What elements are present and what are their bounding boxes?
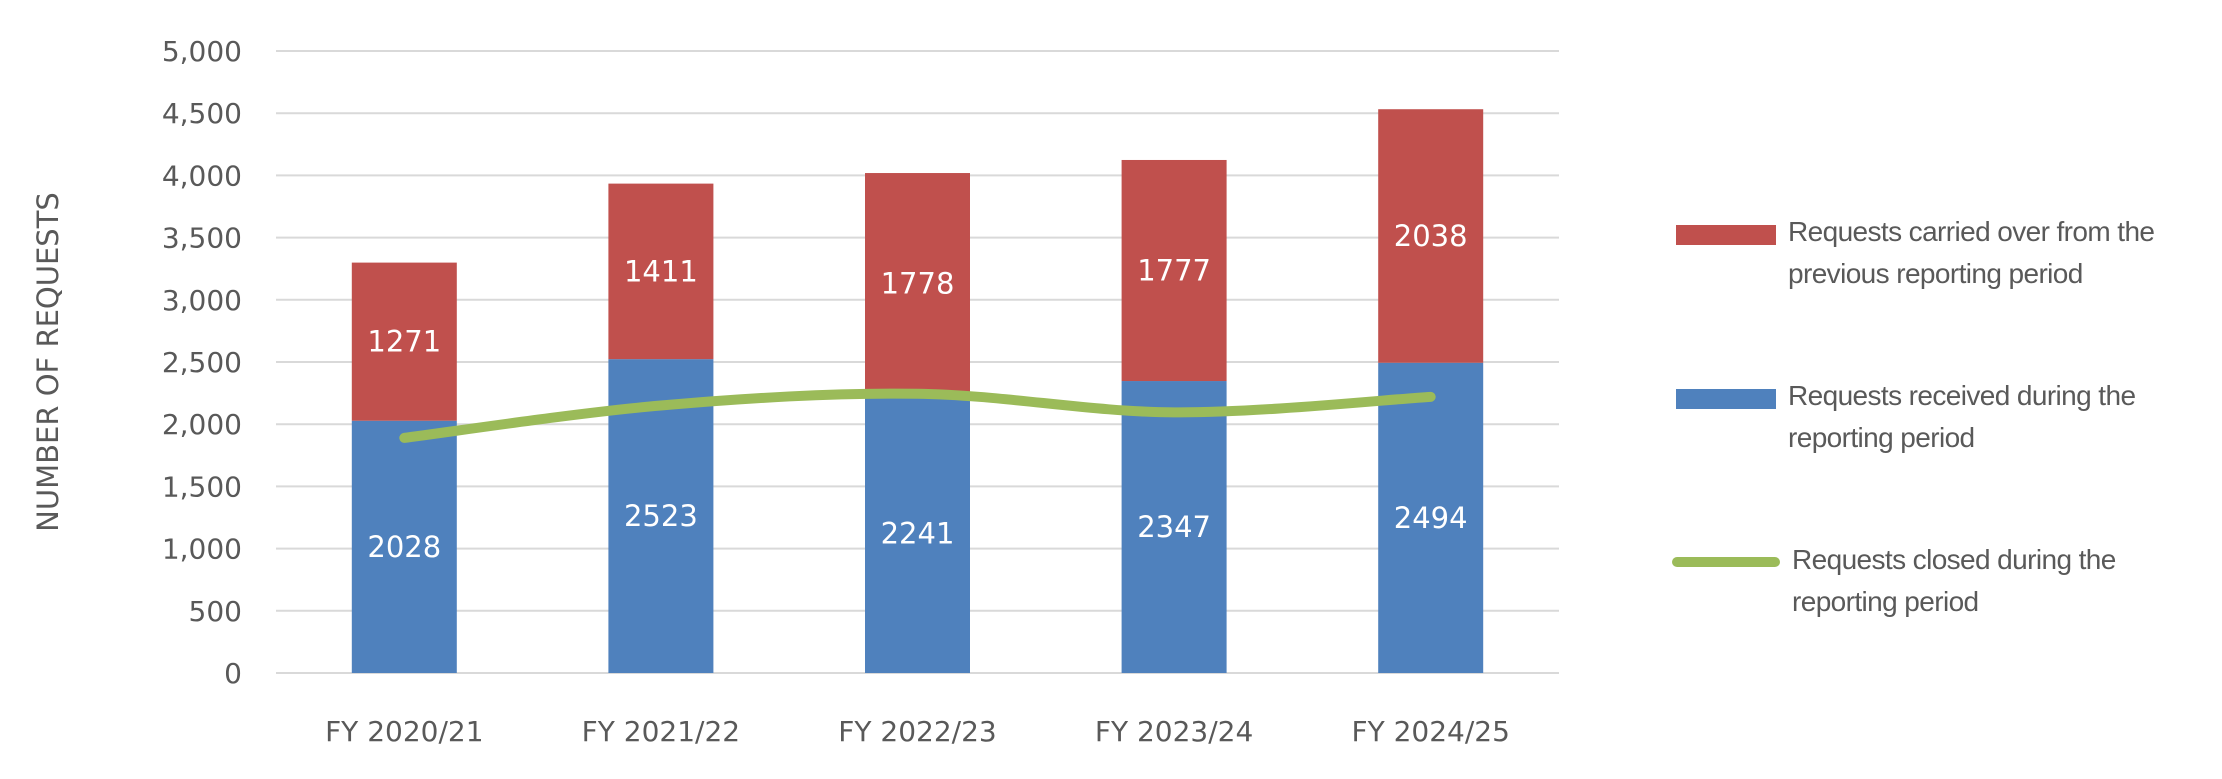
x-tick-label: FY 2023/24 — [1095, 715, 1253, 748]
y-axis-ticks: 0 500 1,000 1,500 2,000 2,500 3,000 3,500 4,000 4… — [162, 35, 242, 690]
y-tick-label: 500 — [189, 595, 242, 628]
legend-item-closed: Requests closed during the reporting per… — [1672, 539, 2212, 623]
bar-carried-over — [351, 262, 457, 421]
legend-label-carried-over: Requests carried over from the previous … — [1788, 216, 2155, 289]
y-tick-label: 5,000 — [162, 35, 242, 68]
bar-carried-over — [1378, 109, 1484, 363]
y-tick-label: 2,000 — [162, 408, 242, 441]
y-tick-label: 3,500 — [162, 222, 242, 255]
bar-received-label: 2523 — [624, 499, 698, 533]
bar-received-label: 2028 — [367, 530, 441, 564]
legend-item-carried-over: Requests carried over from the previous … — [1676, 211, 2208, 295]
y-tick-label: 1,500 — [162, 470, 242, 503]
bar-carried-over-label: 1778 — [881, 267, 955, 301]
y-tick-label: 1,000 — [162, 533, 242, 566]
bar-received-label: 2494 — [1394, 501, 1468, 535]
y-tick-label: 2,500 — [162, 346, 242, 379]
bars: 2028 1271 2523 1411 2241 1778 2347 1777 2494 2038 — [351, 109, 1484, 673]
x-tick-label: FY 2020/21 — [325, 715, 483, 748]
legend-item-received: Requests received during the reporting p… — [1676, 375, 2208, 459]
bar-carried-over-label: 1411 — [624, 254, 698, 288]
legend-label-closed: Requests closed during the reporting per… — [1792, 544, 2116, 617]
bar-carried-over-label: 2038 — [1394, 219, 1468, 253]
y-axis-label: NUMBER OF REQUESTS — [31, 192, 65, 532]
bar-carried-over-label: 1777 — [1137, 254, 1211, 288]
bar-carried-over — [1121, 159, 1227, 382]
legend-swatch-closed — [1672, 557, 1780, 567]
legend-swatch-received — [1676, 389, 1776, 409]
y-tick-label: 4,500 — [162, 97, 242, 130]
bar-received-label: 2347 — [1137, 510, 1211, 544]
y-tick-label: 0 — [224, 657, 242, 690]
bar-carried-over — [865, 173, 970, 395]
bar-received-label: 2241 — [881, 517, 955, 551]
bar-received — [1378, 362, 1484, 673]
x-axis-ticks: FY 2020/21 FY 2021/22 FY 2022/23 FY 2023/24… — [325, 715, 1510, 748]
bar-received — [865, 394, 970, 673]
y-tick-label: 3,000 — [162, 284, 242, 317]
x-tick-label: FY 2024/25 — [1351, 715, 1509, 748]
legend-label-received: Requests received during the reporting p… — [1788, 380, 2136, 453]
bar-carried-over — [608, 183, 714, 360]
bar-carried-over-label: 1271 — [367, 325, 441, 359]
bar-received — [351, 420, 457, 673]
y-tick-label: 4,000 — [162, 159, 242, 192]
x-tick-label: FY 2021/22 — [582, 715, 740, 748]
closed-line — [399, 388, 1436, 443]
legend-swatch-carried-over — [1676, 225, 1776, 245]
x-tick-label: FY 2022/23 — [838, 715, 996, 748]
bar-received — [1121, 381, 1227, 673]
